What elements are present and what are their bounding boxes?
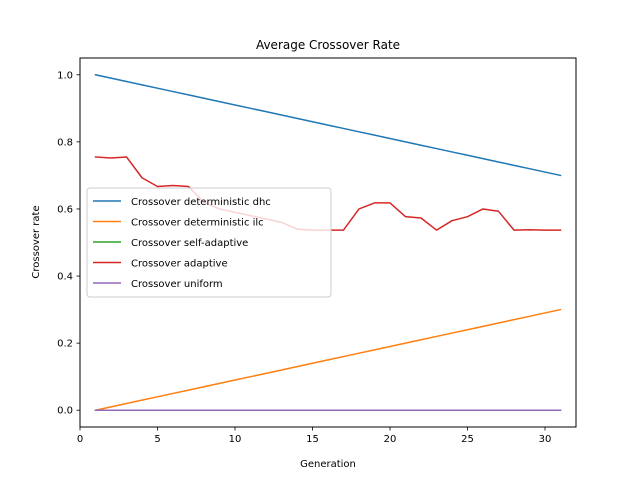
x-tick-label: 15 — [306, 434, 319, 445]
y-tick-label: 1.0 — [57, 70, 73, 81]
x-tick-label: 25 — [461, 434, 474, 445]
y-axis-label: Crossover rate — [31, 205, 42, 278]
x-tick-label: 10 — [229, 434, 242, 445]
y-tick-label: 0.4 — [57, 272, 73, 283]
x-axis-label: Generation — [300, 459, 356, 470]
x-tick-label: 5 — [154, 434, 160, 445]
legend-label: Crossover deterministic ilc — [131, 218, 264, 229]
y-tick-label: 0.6 — [57, 204, 73, 215]
series-line-1 — [94, 308, 562, 412]
legend-box — [86, 187, 332, 298]
legend-label: Crossover uniform — [131, 279, 223, 290]
legend: Crossover deterministic dhc Crossover det… — [86, 187, 332, 298]
y-tick-label: 0.8 — [57, 137, 73, 148]
series-line-0 — [94, 73, 562, 177]
x-tick-label: 30 — [539, 434, 552, 445]
legend-label: Crossover deterministic dhc — [131, 197, 271, 208]
legend-label: Crossover self-adaptive — [131, 238, 248, 249]
y-tick-label: 0.2 — [57, 339, 73, 350]
legend-label: Crossover adaptive — [131, 259, 228, 270]
y-tick-label: 0.0 — [57, 406, 73, 417]
ticks-layer: 0 5 10 15 20 25 30 0.0 0.2 0.4 0.6 0.8 1.0 — [57, 70, 551, 445]
x-tick-label: 20 — [384, 434, 397, 445]
chart-title: Average Crossover Rate — [256, 38, 400, 52]
x-tick-label: 0 — [77, 434, 83, 445]
plot-frame — [79, 57, 577, 428]
